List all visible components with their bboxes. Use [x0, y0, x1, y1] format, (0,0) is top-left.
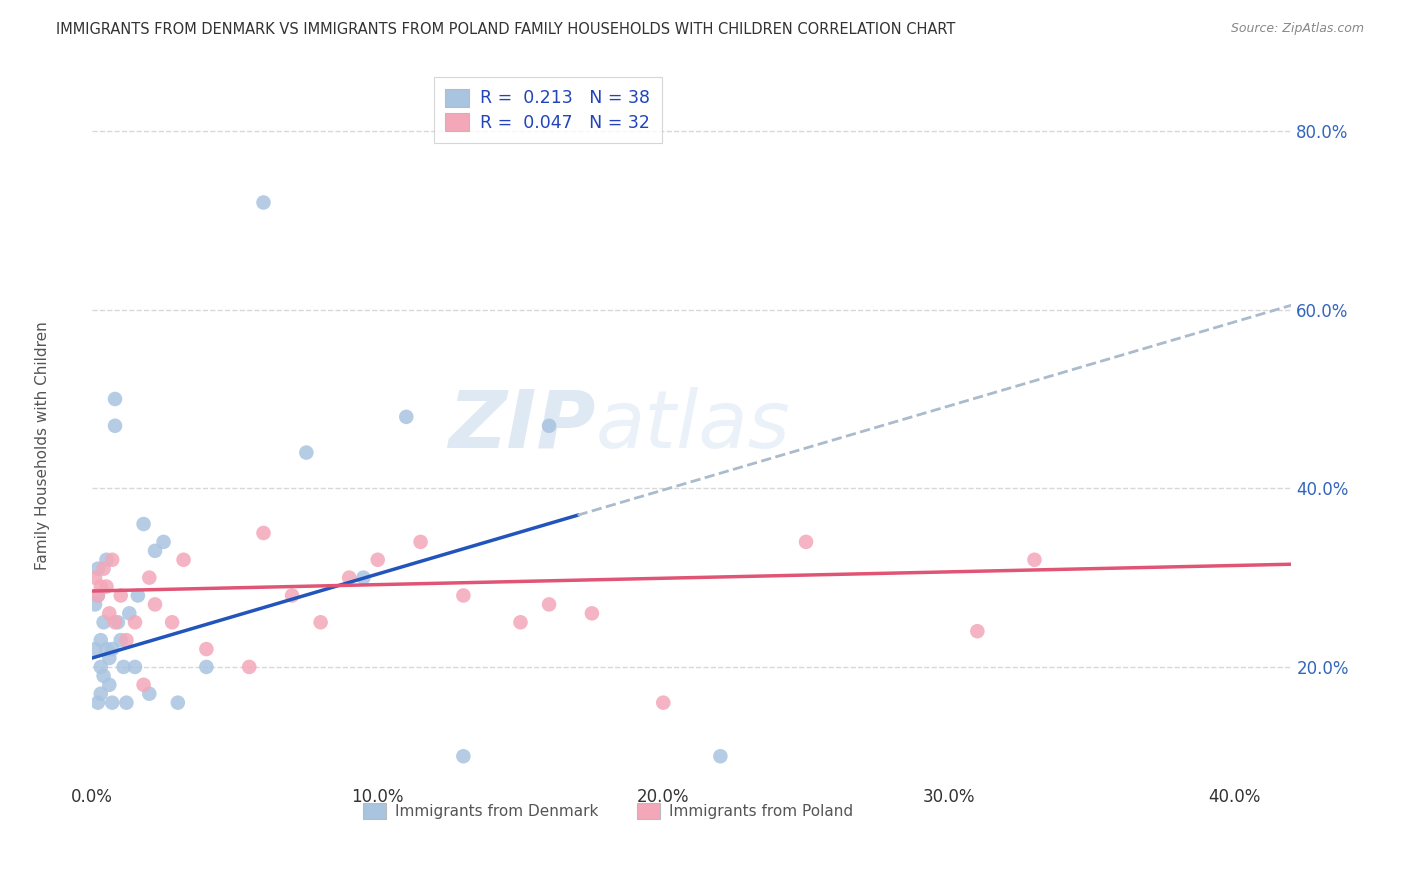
Text: atlas: atlas — [596, 387, 790, 465]
Point — [152, 534, 174, 549]
Point — [352, 571, 374, 585]
Point — [138, 687, 160, 701]
Point — [132, 678, 155, 692]
Point — [252, 525, 274, 540]
Text: IMMIGRANTS FROM DENMARK VS IMMIGRANTS FROM POLAND FAMILY HOUSEHOLDS WITH CHILDRE: IMMIGRANTS FROM DENMARK VS IMMIGRANTS FR… — [56, 22, 956, 37]
Point — [90, 580, 112, 594]
Point — [166, 696, 188, 710]
Point — [98, 607, 121, 621]
Point — [110, 589, 132, 603]
Point — [309, 615, 332, 630]
Point — [252, 195, 274, 210]
Point — [87, 589, 110, 603]
Point — [104, 392, 127, 406]
Point — [143, 544, 166, 558]
Point — [101, 642, 124, 657]
Point — [98, 651, 121, 665]
Point — [160, 615, 183, 630]
Point — [115, 633, 138, 648]
Point — [101, 553, 124, 567]
Point — [124, 615, 146, 630]
Point — [794, 534, 817, 549]
Point — [453, 589, 475, 603]
Point — [87, 589, 110, 603]
Point — [90, 687, 112, 701]
Point — [93, 669, 115, 683]
Point — [132, 516, 155, 531]
Text: Family Households with Children: Family Households with Children — [35, 322, 49, 570]
Point — [1024, 553, 1046, 567]
Point — [124, 660, 146, 674]
Point — [337, 571, 360, 585]
Point — [107, 615, 129, 630]
Point — [90, 633, 112, 648]
Point — [112, 660, 135, 674]
Point — [709, 749, 731, 764]
Point — [173, 553, 195, 567]
Point — [98, 678, 121, 692]
Point — [93, 615, 115, 630]
Text: ZIP: ZIP — [449, 387, 596, 465]
Point — [453, 749, 475, 764]
Legend: Immigrants from Denmark, Immigrants from Poland: Immigrants from Denmark, Immigrants from… — [357, 797, 859, 825]
Point — [84, 571, 107, 585]
Point — [195, 660, 218, 674]
Point — [96, 580, 118, 594]
Point — [143, 598, 166, 612]
Text: Source: ZipAtlas.com: Source: ZipAtlas.com — [1230, 22, 1364, 36]
Point — [118, 607, 141, 621]
Point — [127, 589, 149, 603]
Point — [90, 660, 112, 674]
Point — [104, 418, 127, 433]
Point — [281, 589, 304, 603]
Point — [395, 409, 418, 424]
Point — [96, 642, 118, 657]
Point — [295, 445, 318, 459]
Point — [93, 562, 115, 576]
Point — [195, 642, 218, 657]
Point — [101, 696, 124, 710]
Point — [538, 418, 561, 433]
Point — [409, 534, 432, 549]
Point — [581, 607, 603, 621]
Point — [367, 553, 389, 567]
Point — [238, 660, 260, 674]
Point — [96, 553, 118, 567]
Point — [104, 615, 127, 630]
Point — [138, 571, 160, 585]
Point — [966, 624, 988, 639]
Point — [87, 562, 110, 576]
Point — [110, 633, 132, 648]
Point — [84, 642, 107, 657]
Point — [538, 598, 561, 612]
Point — [115, 696, 138, 710]
Point — [509, 615, 531, 630]
Point — [87, 696, 110, 710]
Point — [84, 598, 107, 612]
Point — [652, 696, 675, 710]
